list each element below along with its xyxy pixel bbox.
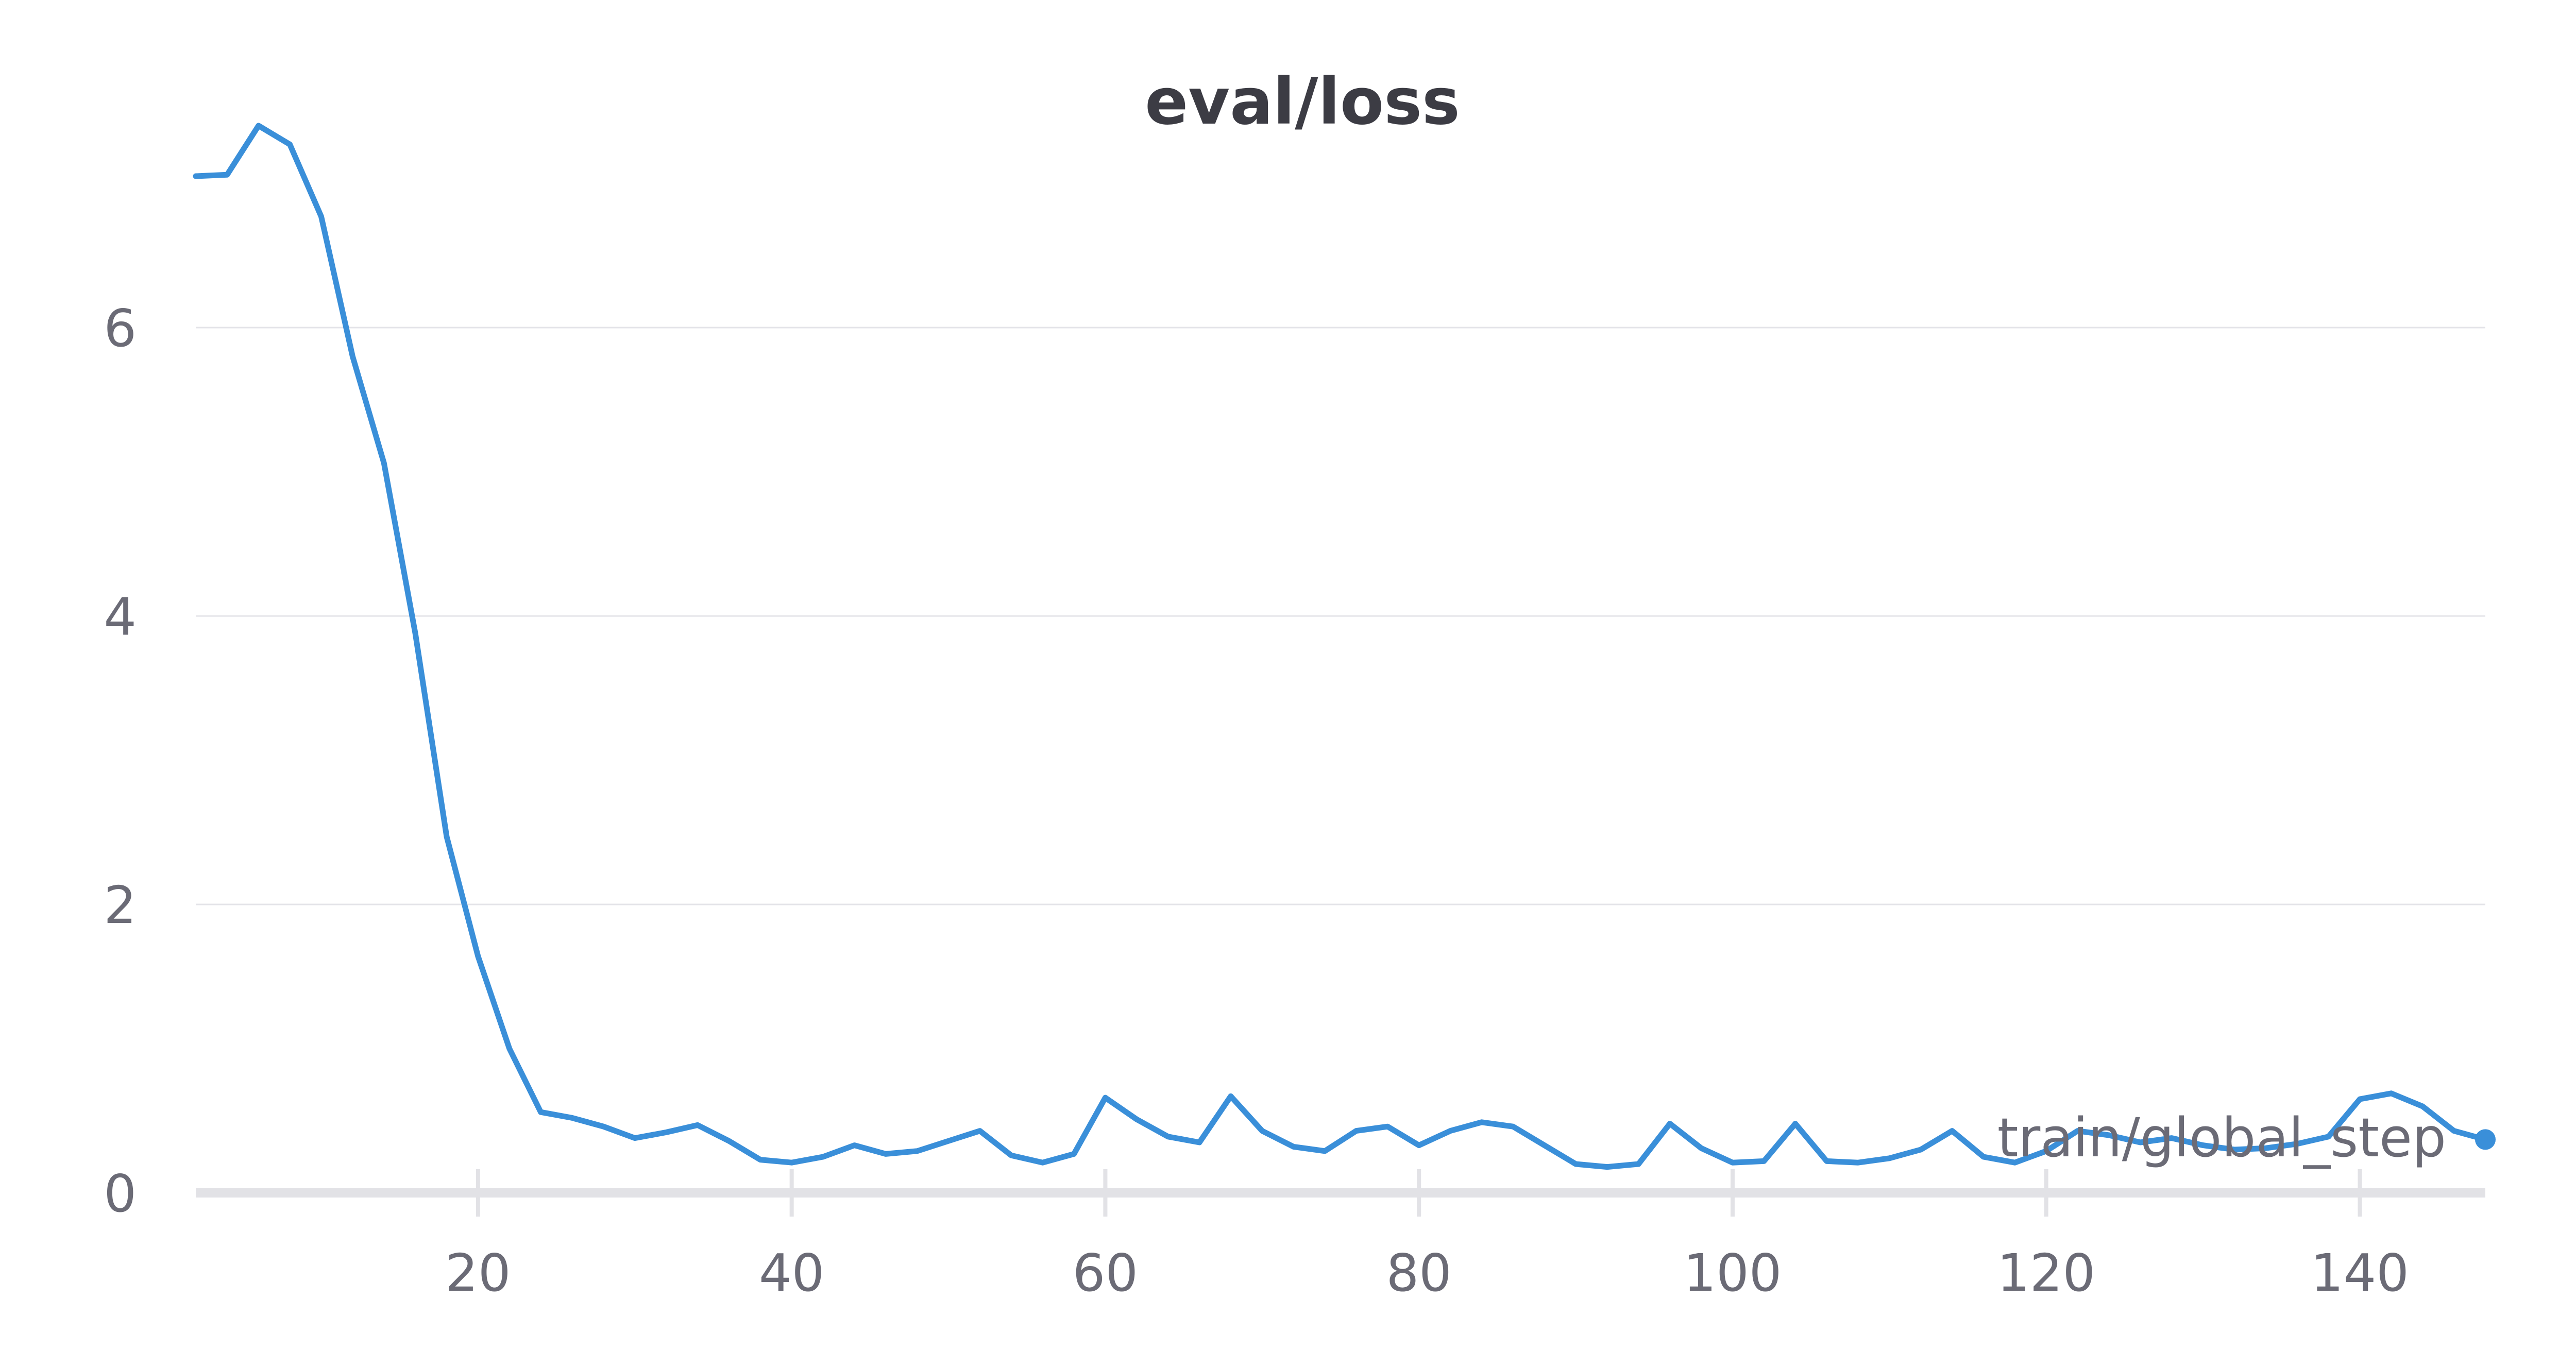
grid-lines [196,327,2485,905]
x-tick-label: 20 [445,1243,511,1303]
series-layer [193,123,2496,1170]
axes: 0 2 4 6 20 40 60 80 100 120 140 [104,298,2485,1303]
y-tick-label: 4 [104,587,137,647]
y-tick-label: 2 [104,875,137,935]
x-axis-label: train/global_step [1997,1106,2446,1169]
series-line [193,123,2488,1170]
x-tick-label: 60 [1073,1243,1138,1303]
series-endpoint-marker [2475,1129,2496,1150]
y-tick-label: 6 [104,298,137,358]
chart-title: eval/loss [1145,65,1460,139]
x-tick-label: 40 [759,1243,824,1303]
x-tick-label: 100 [1684,1243,1782,1303]
x-tick-label: 80 [1386,1243,1452,1303]
x-tick-label: 140 [2311,1243,2409,1303]
y-tick-label: 0 [104,1164,137,1224]
x-tick-label: 120 [1997,1243,2095,1303]
